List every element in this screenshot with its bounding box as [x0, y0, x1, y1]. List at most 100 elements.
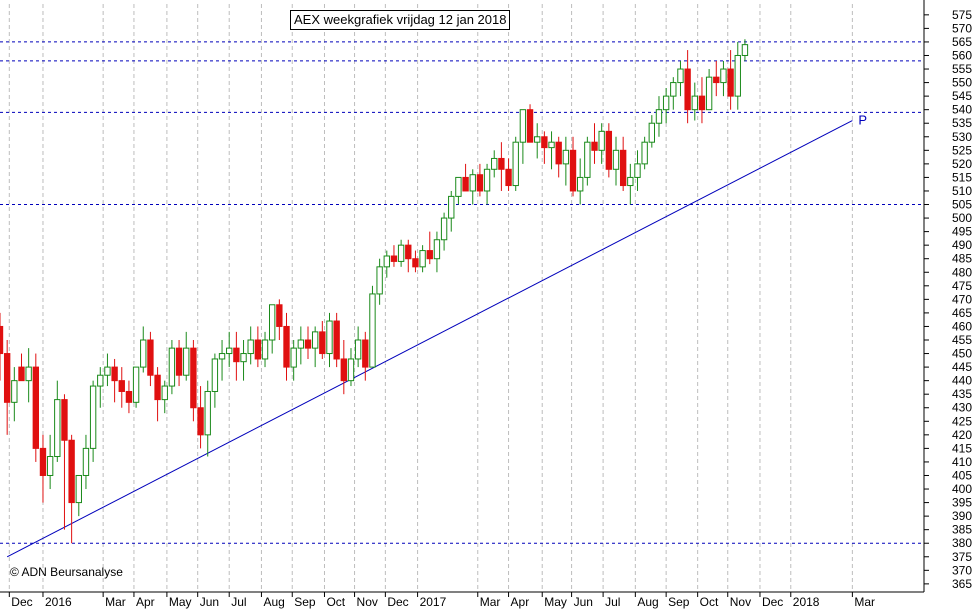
candle-body: [304, 339, 312, 349]
candle-body: [677, 68, 684, 84]
y-tick-label: 365: [952, 577, 972, 591]
y-tick-label: 425: [952, 414, 972, 428]
candle-body: [354, 339, 362, 360]
candle-body: [175, 347, 183, 376]
y-tick-label: 385: [952, 523, 972, 537]
candle-body: [562, 149, 570, 165]
candle-body: [297, 339, 305, 349]
candle-body: [211, 358, 219, 392]
axes: [0, 0, 925, 593]
y-tick-label: 410: [952, 455, 972, 469]
copyright-label: © ADN Beursanalyse: [10, 565, 123, 579]
candle-body: [269, 304, 276, 341]
y-tick-label: 375: [952, 550, 972, 564]
candle-body: [190, 347, 197, 409]
candle-body: [68, 439, 75, 504]
candle-body: [11, 380, 18, 403]
candle-body: [741, 44, 749, 56]
y-tick-label: 530: [952, 130, 972, 144]
candle-body: [534, 136, 541, 143]
candle-body: [233, 347, 240, 363]
candle-body: [577, 176, 584, 192]
x-tick-label: Mar: [480, 595, 501, 609]
y-tick-label: 430: [952, 401, 972, 415]
y-tick-label: 380: [952, 536, 972, 550]
candle-body: [526, 109, 534, 143]
candle-body: [197, 407, 204, 436]
candle-body: [204, 390, 211, 436]
candle-body: [648, 122, 656, 143]
candle-body: [326, 320, 333, 355]
y-tick-label: 420: [952, 428, 972, 442]
candle-body: [720, 68, 727, 84]
x-tick-label: Aug: [637, 595, 658, 609]
candle-body: [662, 95, 670, 111]
candle-body: [541, 136, 548, 149]
y-tick-label: 470: [952, 292, 972, 306]
x-tick-label: Apr: [136, 595, 155, 609]
y-tick-label: 520: [952, 157, 972, 171]
candle-body: [132, 366, 140, 403]
chart-title: AEX weekgrafiek vrijdag 12 jan 2018: [290, 10, 511, 30]
candle-body: [125, 390, 133, 403]
x-tick-label: Nov: [730, 595, 751, 609]
horizontal-levels: [0, 41, 924, 544]
x-tick-label: Oct: [326, 595, 345, 609]
y-tick-label: 405: [952, 468, 972, 482]
candle-body: [397, 244, 405, 262]
candle-body: [713, 76, 720, 84]
candle-body: [548, 141, 555, 149]
x-axis-ticks: Dec 2016 Mar Apr May Jun Jul Aug Sep Oct Nov Dec 201…: [8, 592, 875, 609]
candle-body: [727, 68, 734, 97]
candle-body: [555, 141, 562, 165]
x-tick-label: May: [544, 595, 567, 609]
y-tick-label: 400: [952, 482, 972, 496]
candlesticks: [0, 39, 749, 544]
y-tick-label: 485: [952, 252, 972, 266]
y-tick-label: 575: [952, 8, 972, 22]
candle-body: [598, 130, 605, 151]
candle-body: [147, 339, 154, 376]
y-axis-ticks: 3653703753803853903954004054104154204254…: [924, 8, 972, 591]
candle-body: [512, 141, 519, 187]
candle-body: [97, 374, 104, 387]
candle-body: [519, 109, 527, 143]
candle-body: [82, 447, 90, 476]
candle-body: [390, 255, 398, 262]
x-tick-label: Dec: [387, 595, 408, 609]
candle-body: [591, 141, 598, 151]
x-tick-label: Mar: [105, 595, 126, 609]
y-tick-label: 510: [952, 184, 972, 198]
candle-body: [283, 325, 290, 368]
y-tick-label: 475: [952, 279, 972, 293]
candle-body: [612, 149, 620, 170]
candle-body: [491, 157, 498, 170]
candle-body: [469, 174, 476, 192]
y-tick-label: 525: [952, 143, 972, 157]
y-tick-label: 540: [952, 103, 972, 117]
candle-body: [319, 331, 326, 355]
y-tick-label: 460: [952, 319, 972, 333]
y-tick-label: 395: [952, 496, 972, 510]
candle-body: [455, 176, 462, 197]
candle-body: [498, 157, 505, 170]
y-tick-label: 440: [952, 374, 972, 388]
x-tick-label: Nov: [357, 595, 378, 609]
candle-body: [118, 380, 125, 392]
candle-body: [605, 130, 613, 170]
candle-body: [39, 447, 47, 476]
candle-body: [140, 339, 147, 368]
y-tick-label: 550: [952, 76, 972, 90]
candle-body: [670, 82, 677, 97]
x-tick-label: Mar: [854, 595, 875, 609]
trendline-label: P: [858, 113, 867, 128]
candle-body: [684, 68, 691, 111]
x-tick-label: Sep: [668, 595, 690, 609]
x-tick-label: 2016: [45, 595, 72, 609]
candle-body: [3, 353, 11, 403]
x-tick-label: Jun: [574, 595, 593, 609]
candle-body: [505, 168, 512, 187]
x-tick-label: Dec: [11, 595, 32, 609]
y-tick-label: 505: [952, 198, 972, 212]
